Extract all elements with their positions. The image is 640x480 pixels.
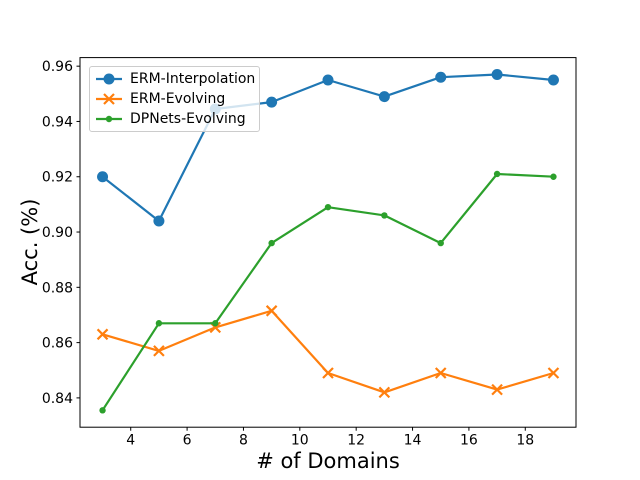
y-tick-label: 0.94 [42,114,73,130]
series-marker-erm-interpolation [103,73,115,85]
series-marker-dpnets-evolving [493,170,501,178]
x-tick-label: 4 [126,433,135,449]
plot-area-border [79,57,577,428]
x-tick-label: 16 [460,433,478,449]
y-tick-label: 0.84 [42,391,73,407]
series-marker-erm-interpolation [491,68,503,80]
series-marker-erm-interpolation [97,171,109,183]
series-marker-erm-evolving [96,328,109,341]
legend-sample-erm-evolving [96,93,122,105]
x-tick-label: 8 [239,433,248,449]
legend-label: DPNets-Evolving [130,111,246,127]
series-marker-dpnets-evolving [437,239,444,247]
series-marker-erm-evolving [322,367,334,379]
series-marker-dpnets-evolving [212,320,219,327]
x-tick-label: 18 [516,433,534,449]
y-tick-label: 0.86 [42,336,73,352]
y-tick-label: 0.96 [42,59,73,75]
x-tick-label: 14 [404,433,422,449]
series-marker-erm-interpolation [153,215,165,227]
series-marker-erm-interpolation [435,71,447,83]
legend-item-dpnets-evolving: DPNets-Evolving [96,110,253,128]
data-series [96,68,560,414]
series-marker-erm-evolving [491,383,503,396]
series-marker-erm-interpolation [266,96,278,108]
series-marker-erm-interpolation [378,91,390,103]
legend-sample-erm-interpolation [96,73,122,85]
y-axis-label: Acc. (%) [18,199,42,286]
legend: ERM-Interpolation ERM-Evolving DPNets-Evol… [89,66,260,132]
y-tick-label: 0.88 [42,280,73,296]
legend-item-erm-interpolation: ERM-Interpolation [96,70,256,88]
x-axis-label: # of Domains [256,449,400,473]
series-marker-erm-interpolation [322,74,334,86]
series-marker-dpnets-evolving [381,212,388,219]
legend-label: ERM-Evolving [130,91,226,107]
series-marker-erm-evolving [547,367,560,379]
y-tick-label: 0.92 [42,170,73,186]
series-marker-dpnets-evolving [550,173,557,180]
series-marker-erm-evolving [265,305,278,317]
series-marker-erm-evolving [434,367,447,379]
y-tick-label: 0.90 [42,225,73,241]
series-marker-dpnets-evolving [155,320,163,327]
series-marker-dpnets-evolving [105,115,113,123]
series-marker-erm-interpolation [547,74,559,86]
series-marker-dpnets-evolving [268,239,275,247]
series-marker-dpnets-evolving [324,203,332,211]
series-marker-erm-evolving [378,386,391,399]
legend-item-erm-evolving: ERM-Evolving [96,90,253,108]
legend-label: ERM-Interpolation [130,71,256,87]
x-tick-label: 12 [347,433,365,449]
series-marker-erm-evolving [153,345,165,357]
x-tick-label: 10 [291,433,309,449]
legend-sample-dpnets-evolving [96,115,122,123]
series-marker-erm-evolving [103,93,115,105]
series-marker-dpnets-evolving [99,407,106,414]
x-tick-label: 6 [183,433,192,449]
axis-ticks: 4 6 8 10 12 14 16 18 0.84 0.86 0.88 0.90 0.92 0.94 0.9… [42,59,534,449]
